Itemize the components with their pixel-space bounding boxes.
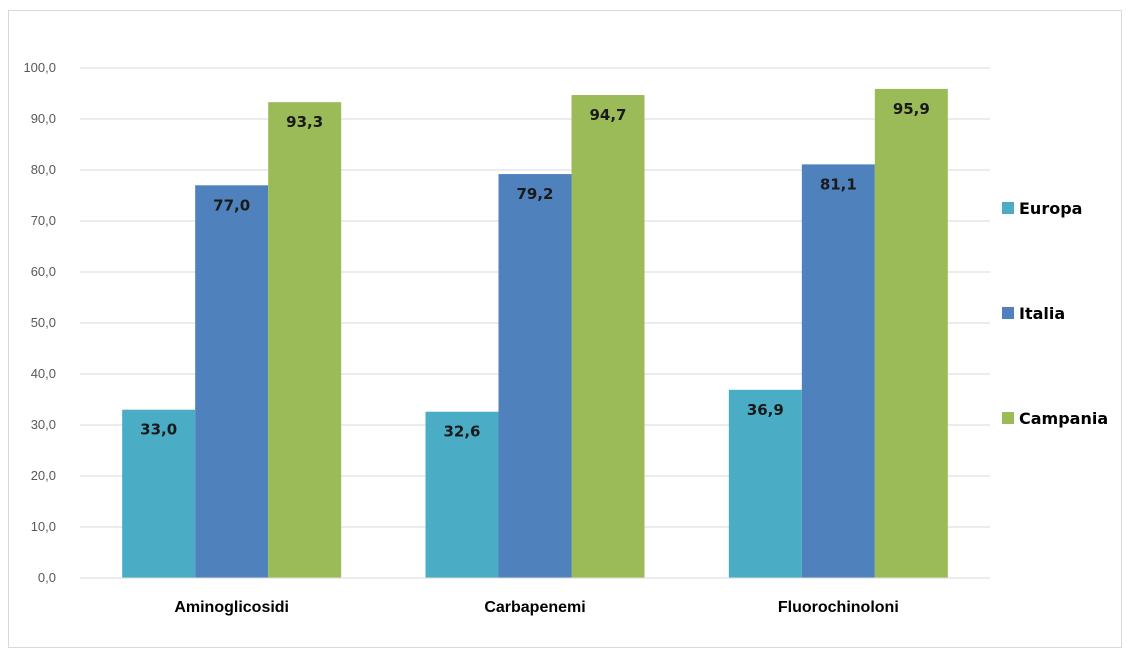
legend-label-europa: Europa	[1019, 199, 1082, 218]
data-label: 79,2	[516, 185, 553, 203]
legend-swatch-campania	[1002, 412, 1014, 424]
x-tick-label: Carbapenemi	[484, 599, 585, 616]
legend-label-campania: Campania	[1019, 409, 1108, 428]
bar-europa-1	[122, 409, 196, 578]
y-tick-label: 30,0	[31, 417, 56, 432]
data-label: 93,3	[286, 113, 323, 131]
legend-swatch-europa	[1002, 202, 1014, 214]
y-tick-label: 50,0	[31, 315, 56, 330]
bar-campania-1	[268, 102, 342, 579]
bar-europa-2	[425, 411, 499, 578]
y-tick-label: 0,0	[38, 570, 56, 585]
bar-campania-2	[571, 95, 645, 578]
bar-italia-3	[801, 164, 875, 578]
bar-campania-3	[874, 88, 948, 578]
y-tick-label: 80,0	[31, 162, 56, 177]
y-tick-label: 10,0	[31, 519, 56, 534]
data-label: 36,9	[747, 401, 784, 419]
legend-swatch-italia	[1002, 307, 1014, 319]
data-label: 81,1	[820, 175, 857, 193]
data-label: 32,6	[443, 423, 480, 441]
legend-label-italia: Italia	[1019, 304, 1065, 323]
y-tick-label: 60,0	[31, 264, 56, 279]
y-tick-label: 90,0	[31, 111, 56, 126]
y-tick-label: 20,0	[31, 468, 56, 483]
x-tick-label: Fluorochinoloni	[778, 599, 899, 616]
data-label: 95,9	[893, 100, 930, 118]
y-tick-label: 100,0	[23, 60, 56, 75]
bar-italia-1	[195, 185, 269, 579]
y-tick-label: 40,0	[31, 366, 56, 381]
data-label: 33,0	[140, 421, 177, 439]
x-tick-label: Aminoglicosidi	[174, 599, 289, 616]
data-label: 94,7	[589, 106, 626, 124]
data-label: 77,0	[213, 196, 250, 214]
bar-europa-3	[728, 389, 802, 578]
bar-italia-2	[498, 174, 572, 578]
y-tick-label: 70,0	[31, 213, 56, 228]
